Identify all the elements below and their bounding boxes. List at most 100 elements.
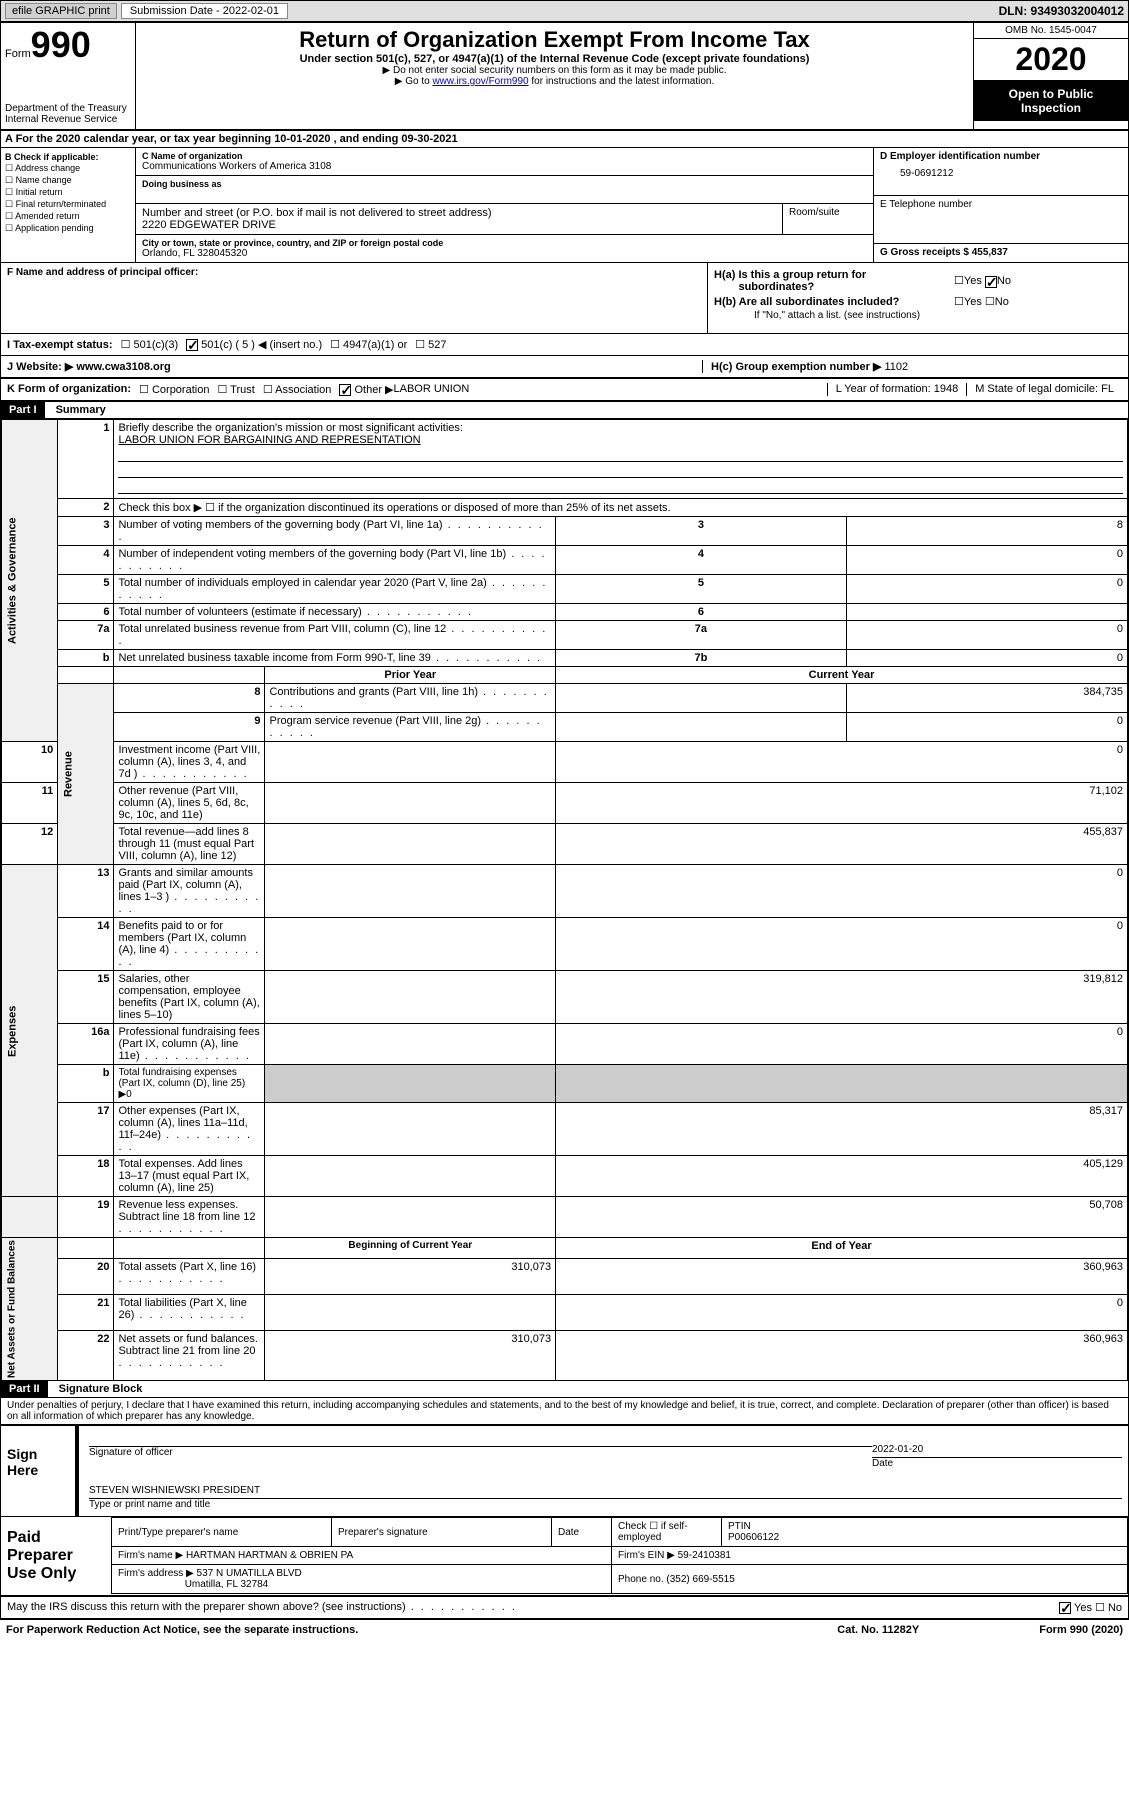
sig-date-value: 2022-01-20 [872, 1442, 1122, 1458]
col-d-info: D Employer identification number 59-0691… [873, 148, 1128, 262]
sign-here-label: Sign Here [1, 1426, 76, 1516]
bottom-row: For Paperwork Reduction Act Notice, see … [0, 1620, 1129, 1640]
part2-header-row: Part II Signature Block [1, 1381, 1128, 1398]
website-value: www.cwa3108.org [76, 361, 170, 373]
net-row: 21Total liabilities (Part X, line 26)0 [2, 1294, 1128, 1330]
form-container: Form990 Department of the Treasury Inter… [0, 22, 1129, 1620]
chk-corp[interactable]: ☐ Corporation [139, 383, 209, 396]
part1-header-row: Part I Summary [1, 402, 1128, 419]
chk-address[interactable]: ☐ Address change [5, 163, 131, 174]
org-name-label: C Name of organization [142, 151, 867, 161]
line-a: A For the 2020 calendar year, or tax yea… [1, 131, 1128, 148]
chk-initial[interactable]: ☐ Initial return [5, 187, 131, 198]
chk-501c[interactable]: 501(c) ( 5 ) ◀ (insert no.) [186, 338, 322, 351]
header-bar: efile GRAPHIC print Submission Date - 20… [0, 0, 1129, 22]
chk-4947[interactable]: ☐ 4947(a)(1) or [330, 338, 407, 351]
prep-sig-label: Preparer's signature [332, 1518, 552, 1547]
firm-addr2: Umatilla, FL 32784 [185, 1579, 269, 1590]
k-label: K Form of organization: [7, 383, 131, 396]
part2-title: Signature Block [51, 1381, 151, 1397]
exp-row: 16aProfessional fundraising fees (Part I… [2, 1024, 1128, 1065]
chk-amended[interactable]: ☐ Amended return [5, 211, 131, 222]
form-number: 990 [31, 24, 91, 65]
dba-label: Doing business as [142, 179, 867, 189]
line1-label: Briefly describe the organization's miss… [118, 422, 462, 434]
chk-trust[interactable]: ☐ Trust [217, 383, 254, 396]
end-year-header: End of Year [556, 1238, 1128, 1259]
part2-badge: Part II [1, 1381, 48, 1397]
group-return-section: H(a) Is this a group return for subordin… [708, 263, 1128, 333]
gross-receipts: G Gross receipts $ 455,837 [880, 247, 1122, 258]
top-section: Form990 Department of the Treasury Inter… [1, 23, 1128, 131]
prep-name-label: Print/Type preparer's name [112, 1518, 332, 1547]
discuss-yes-checkbox[interactable] [1059, 1602, 1071, 1614]
chk-pending[interactable]: ☐ Application pending [5, 223, 131, 234]
submission-date: Submission Date - 2022-02-01 [121, 3, 288, 19]
efile-button[interactable]: efile GRAPHIC print [5, 3, 117, 19]
ha-no-checkbox[interactable] [985, 276, 997, 288]
exp-row: 17Other expenses (Part IX, column (A), l… [2, 1103, 1128, 1156]
city-state-zip: Orlando, FL 328045320 [142, 248, 867, 259]
section-bcd: B Check if applicable: ☐ Address change … [1, 148, 1128, 263]
preparer-section: Paid Preparer Use Only Print/Type prepar… [1, 1516, 1128, 1597]
net-row: 20Total assets (Part X, line 16)310,0733… [2, 1259, 1128, 1295]
title-box: Return of Organization Exempt From Incom… [136, 23, 973, 129]
signature-section: Sign Here Signature of officer 2022-01-2… [1, 1424, 1128, 1516]
line2-text: Check this box ▶ ☐ if the organization d… [114, 499, 1128, 517]
gov-row: 4Number of independent voting members of… [2, 546, 1128, 575]
phone-label: E Telephone number [880, 199, 1122, 210]
website-row: J Website: ▶ www.cwa3108.org H(c) Group … [1, 356, 1128, 379]
form-title: Return of Organization Exempt From Incom… [144, 27, 965, 53]
firm-addr1: 537 N UMATILLA BLVD [197, 1568, 302, 1579]
chk-501c3[interactable]: ☐ 501(c)(3) [121, 338, 179, 351]
chk-final[interactable]: ☐ Final return/terminated [5, 199, 131, 210]
discuss-row: May the IRS discuss this return with the… [1, 1597, 1128, 1619]
hc-value: 1102 [884, 361, 908, 373]
exp-row: bTotal fundraising expenses (Part IX, co… [2, 1065, 1128, 1103]
dln-label: DLN: 93493032004012 [999, 4, 1124, 18]
tax-status-row: I Tax-exempt status: ☐ 501(c)(3) 501(c) … [1, 334, 1128, 356]
note-link: ▶ Go to www.irs.gov/Form990 for instruct… [144, 76, 965, 87]
ptin-value: P00606122 [728, 1532, 779, 1543]
tax-status-label: I Tax-exempt status: [7, 339, 113, 351]
city-label: City or town, state or province, country… [142, 238, 867, 248]
tax-year: 2020 [974, 39, 1128, 81]
current-year-header: Current Year [556, 667, 1128, 684]
chk-name[interactable]: ☐ Name change [5, 175, 131, 186]
form-footer: Form 990 (2020) [1039, 1624, 1123, 1636]
col-b-checkboxes: B Check if applicable: ☐ Address change … [1, 148, 136, 262]
hb-label: H(b) Are all subordinates included? [714, 296, 954, 308]
irs-link[interactable]: www.irs.gov/Form990 [432, 76, 528, 87]
firm-name-label: Firm's name ▶ [118, 1550, 183, 1561]
paperwork-notice: For Paperwork Reduction Act Notice, see … [6, 1624, 358, 1636]
addr-label: Number and street (or P.O. box if mail i… [142, 207, 776, 219]
ha-label: H(a) Is this a group return for subordin… [714, 269, 954, 293]
gov-row: bNet unrelated business taxable income f… [2, 650, 1128, 667]
prep-date-label: Date [552, 1518, 612, 1547]
begin-year-header: Beginning of Current Year [265, 1238, 556, 1259]
ein-label: D Employer identification number [880, 151, 1122, 162]
vlabel-revenue: Revenue [58, 684, 114, 865]
firm-phone-label: Phone no. [618, 1574, 664, 1585]
hc-label: H(c) Group exemption number ▶ [711, 361, 881, 373]
gov-row: 7aTotal unrelated business revenue from … [2, 621, 1128, 650]
ptin-label: PTIN [728, 1521, 751, 1532]
form-org-row: K Form of organization: ☐ Corporation ☐ … [1, 379, 1128, 402]
sig-date-label: Date [872, 1458, 1122, 1469]
rev-row: 11Other revenue (Part VIII, column (A), … [2, 783, 1128, 824]
room-suite-label: Room/suite [783, 204, 873, 234]
open-inspection: Open to Public Inspection [974, 81, 1128, 121]
ein-value: 59-0691212 [880, 162, 1122, 185]
officer-name: STEVEN WISHNIEWSKI PRESIDENT [89, 1483, 1122, 1499]
note-ssn: ▶ Do not enter social security numbers o… [144, 65, 965, 76]
street-address: 2220 EDGEWATER DRIVE [142, 219, 776, 231]
paid-preparer-label: Paid Preparer Use Only [1, 1517, 111, 1595]
rev-row: 9Program service revenue (Part VIII, lin… [2, 713, 1128, 742]
chk-assoc[interactable]: ☐ Association [263, 383, 332, 396]
rev-row: 10Investment income (Part VIII, column (… [2, 742, 1128, 783]
prep-check-label: Check ☐ if self-employed [612, 1518, 722, 1547]
chk-other[interactable]: Other ▶ [339, 383, 393, 396]
chk-527[interactable]: ☐ 527 [415, 338, 446, 351]
b-label: B Check if applicable: [5, 152, 131, 162]
cat-no: Cat. No. 11282Y [837, 1624, 919, 1636]
